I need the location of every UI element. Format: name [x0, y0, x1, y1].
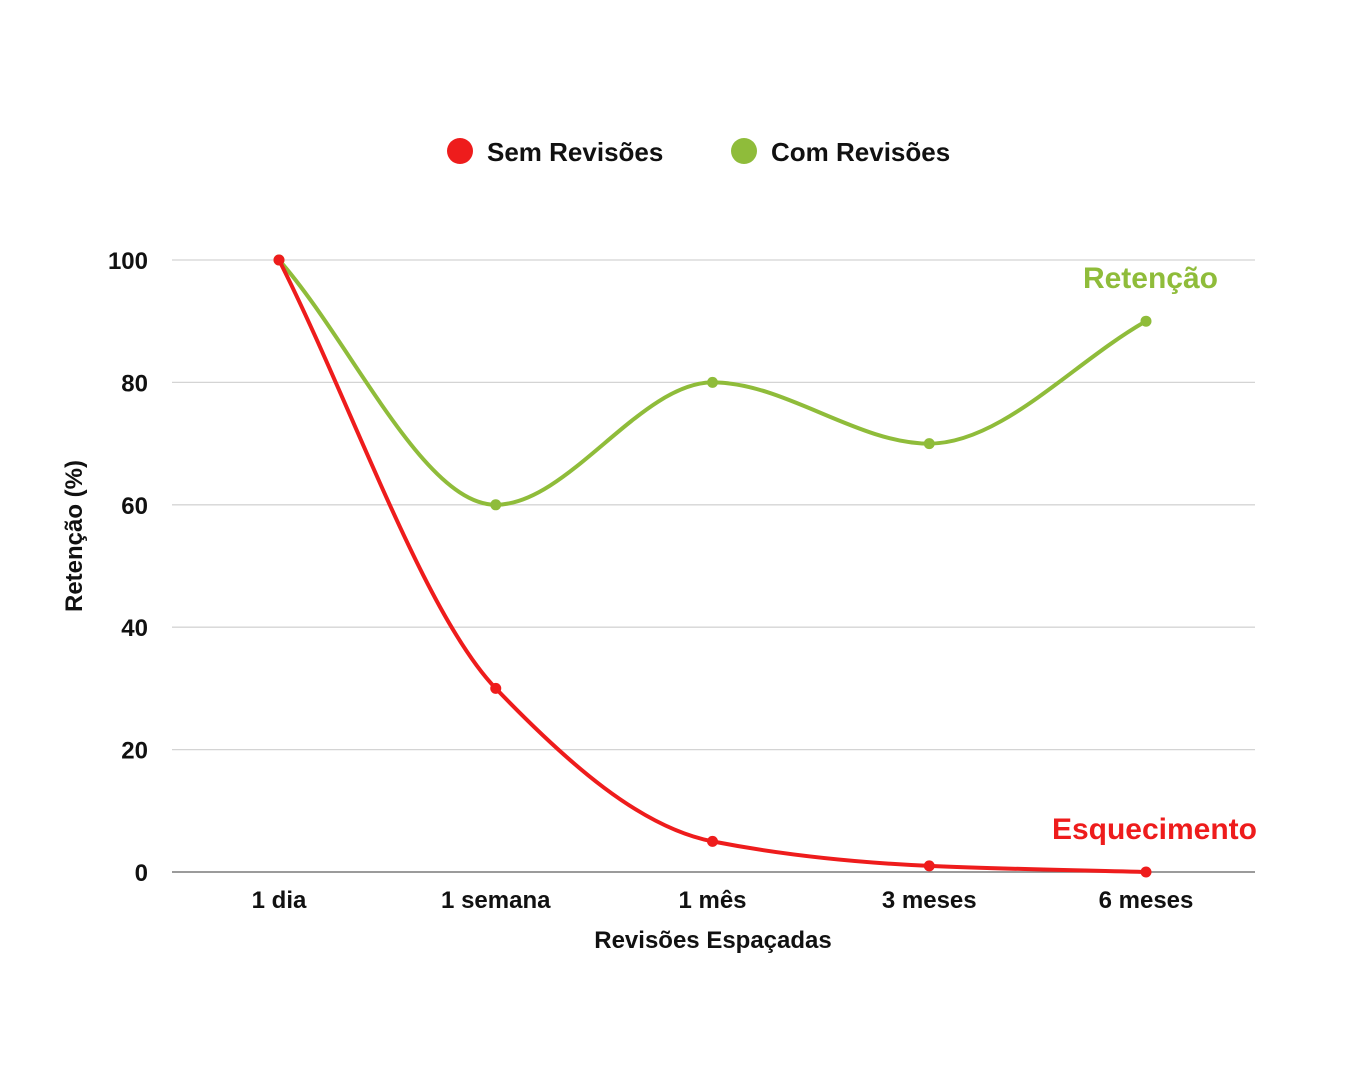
series-line-sem-revisoes — [277, 258, 1148, 874]
series-line-com-revisoes — [277, 258, 1148, 507]
data-point — [923, 438, 935, 450]
data-point — [1140, 866, 1152, 878]
y-axis-ticks: 0 20 40 60 80 100 — [108, 248, 148, 887]
data-point — [707, 376, 718, 388]
data-point — [490, 499, 502, 511]
data-point — [1140, 315, 1152, 327]
x-tick-label: 1 dia — [252, 887, 307, 914]
legend: Sem Revisões Com Revisões — [447, 137, 950, 167]
y-tick-label: 20 — [121, 738, 148, 765]
y-axis-title: Retenção (%) — [61, 460, 88, 612]
legend-label: Com Revisões — [771, 137, 950, 167]
data-point — [490, 682, 502, 694]
gridlines — [172, 259, 1255, 873]
x-tick-label: 6 meses — [1099, 887, 1194, 914]
series-com-revisoes — [273, 254, 1152, 511]
legend-item: Sem Revisões — [447, 137, 663, 167]
y-tick-label: 0 — [135, 860, 148, 887]
x-axis-title: Revisões Espaçadas — [594, 927, 831, 954]
legend-item: Com Revisões — [731, 137, 950, 167]
annotations: Retenção Esquecimento — [1052, 262, 1257, 846]
series-sem-revisoes — [273, 254, 1152, 878]
x-tick-label: 1 mês — [678, 887, 746, 914]
y-tick-label: 80 — [121, 370, 148, 397]
x-axis-ticks: 1 dia 1 semana 1 mês 3 meses 6 meses — [252, 887, 1194, 914]
legend-marker — [447, 138, 473, 164]
y-tick-label: 100 — [108, 248, 148, 275]
data-point — [707, 835, 718, 847]
y-tick-label: 40 — [121, 615, 148, 642]
y-tick-label: 60 — [121, 493, 148, 520]
data-point — [923, 860, 935, 872]
x-tick-label: 3 meses — [882, 887, 977, 914]
series-lines — [273, 254, 1152, 878]
legend-label: Sem Revisões — [487, 137, 663, 167]
annotation-label: Retenção — [1083, 262, 1218, 295]
x-tick-label: 1 semana — [441, 887, 551, 914]
legend-marker — [731, 138, 757, 164]
data-point — [273, 254, 285, 266]
annotation-label: Esquecimento — [1052, 813, 1257, 846]
